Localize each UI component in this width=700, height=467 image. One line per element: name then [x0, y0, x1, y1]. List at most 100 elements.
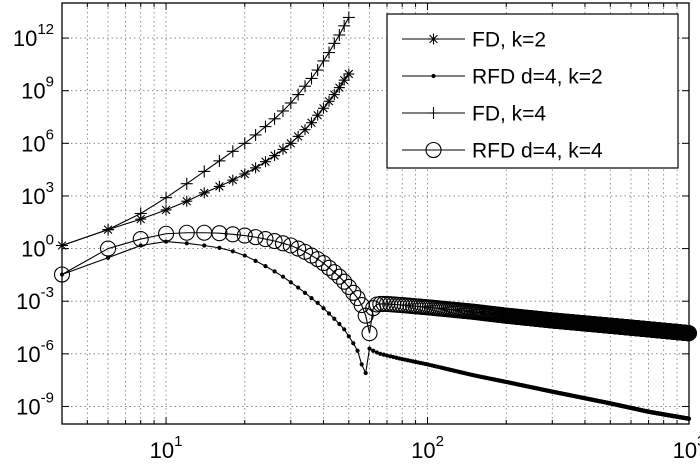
- data-point: [269, 150, 281, 162]
- data-point: [351, 341, 356, 346]
- data-point: [374, 350, 379, 355]
- data-point: [342, 11, 355, 24]
- data-point: [320, 259, 338, 276]
- data-point: [276, 104, 289, 117]
- legend-marker: [431, 73, 436, 79]
- data-point: [202, 243, 207, 248]
- data-point: [259, 120, 272, 133]
- legend-label: RFD d=4, k=4: [472, 140, 603, 163]
- data-point: [277, 143, 289, 155]
- data-point: [290, 240, 307, 257]
- data-point: [160, 191, 173, 204]
- data-point: [292, 88, 305, 101]
- data-point: [132, 230, 149, 248]
- data-point: [328, 37, 341, 50]
- data-point: [213, 154, 226, 167]
- data-point: [102, 223, 115, 236]
- data-point: [345, 284, 362, 301]
- data-point: [315, 300, 320, 306]
- tick-labels: 1012 109 106 103 100 10-3 10-6 10-9 101 102 103: [13, 21, 700, 463]
- data-point: [160, 204, 172, 216]
- series-line: [61, 17, 350, 247]
- data-point: [333, 82, 345, 94]
- data-point: [342, 327, 347, 332]
- data-point: [226, 145, 239, 158]
- data-point: [217, 245, 222, 250]
- series-dot: [59, 239, 692, 421]
- legend-marker: [427, 107, 440, 119]
- data-point: [284, 96, 297, 109]
- data-point: [299, 124, 311, 136]
- data-point: [371, 348, 376, 353]
- data-point: [292, 130, 304, 142]
- data-point: [198, 165, 211, 178]
- data-point: [367, 346, 372, 351]
- legend-label: FD, k=2: [472, 29, 546, 52]
- data-point: [227, 174, 239, 186]
- y-tick-label: 106: [21, 126, 54, 156]
- data-point: [302, 290, 308, 295]
- data-point: [343, 68, 355, 80]
- data-point: [99, 240, 117, 257]
- y-tick-label: 1012: [13, 21, 54, 51]
- data-point: [323, 46, 336, 59]
- data-point: [198, 187, 210, 199]
- data-point: [285, 137, 297, 149]
- data-point: [309, 296, 314, 301]
- data-point: [184, 241, 189, 246]
- data-point: [211, 225, 228, 242]
- data-point: [274, 235, 292, 252]
- data-point: [381, 352, 386, 357]
- data-point: [180, 177, 193, 190]
- series-group: [53, 11, 698, 421]
- data-point: [299, 80, 312, 93]
- data-point: [249, 128, 262, 141]
- data-point: [363, 370, 368, 376]
- data-point: [259, 156, 271, 168]
- x-tick-label: 102: [411, 433, 444, 463]
- series-circle: [53, 224, 698, 342]
- data-point: [355, 348, 360, 353]
- y-tick-label: 10-3: [16, 284, 54, 314]
- data-point: [338, 74, 350, 86]
- data-point: [247, 229, 264, 246]
- data-point: [250, 162, 262, 174]
- data-point: [337, 321, 342, 327]
- data-point: [315, 254, 332, 272]
- data-point: [323, 95, 335, 107]
- data-point: [331, 268, 348, 285]
- data-point: [263, 264, 268, 269]
- data-point: [253, 258, 258, 263]
- data-point: [311, 64, 324, 77]
- legend: FD, k=2 RFD d=4, k=2 FD, k=4 RFD d=4, k=4: [386, 13, 679, 169]
- data-point: [236, 227, 253, 244]
- data-point: [239, 168, 251, 180]
- data-point: [181, 195, 193, 207]
- data-point: [272, 269, 277, 274]
- y-tick-label: 103: [21, 179, 54, 209]
- data-point: [361, 325, 378, 342]
- data-point: [326, 311, 332, 316]
- data-point: [317, 102, 329, 114]
- data-point: [384, 353, 390, 358]
- legend-label: RFD d=4, k=2: [472, 66, 603, 89]
- axis-ticks: [62, 3, 689, 424]
- x-tick-label: 103: [673, 433, 700, 463]
- data-point: [213, 180, 225, 192]
- data-point: [346, 334, 351, 339]
- data-point: [332, 316, 337, 321]
- data-point: [336, 273, 353, 290]
- legend-marker: [428, 33, 439, 45]
- data-point: [288, 280, 293, 285]
- data-point: [321, 306, 326, 311]
- data-point: [309, 251, 326, 268]
- data-point: [105, 255, 111, 260]
- data-point: [312, 109, 324, 121]
- y-tick-label: 10-9: [16, 389, 54, 419]
- data-point: [257, 230, 274, 248]
- series-plus: [56, 11, 355, 252]
- y-tick-label: 100: [21, 232, 54, 262]
- plot-frame: [61, 2, 690, 425]
- y-tick-label: 10-6: [16, 337, 54, 367]
- data-point: [340, 278, 357, 295]
